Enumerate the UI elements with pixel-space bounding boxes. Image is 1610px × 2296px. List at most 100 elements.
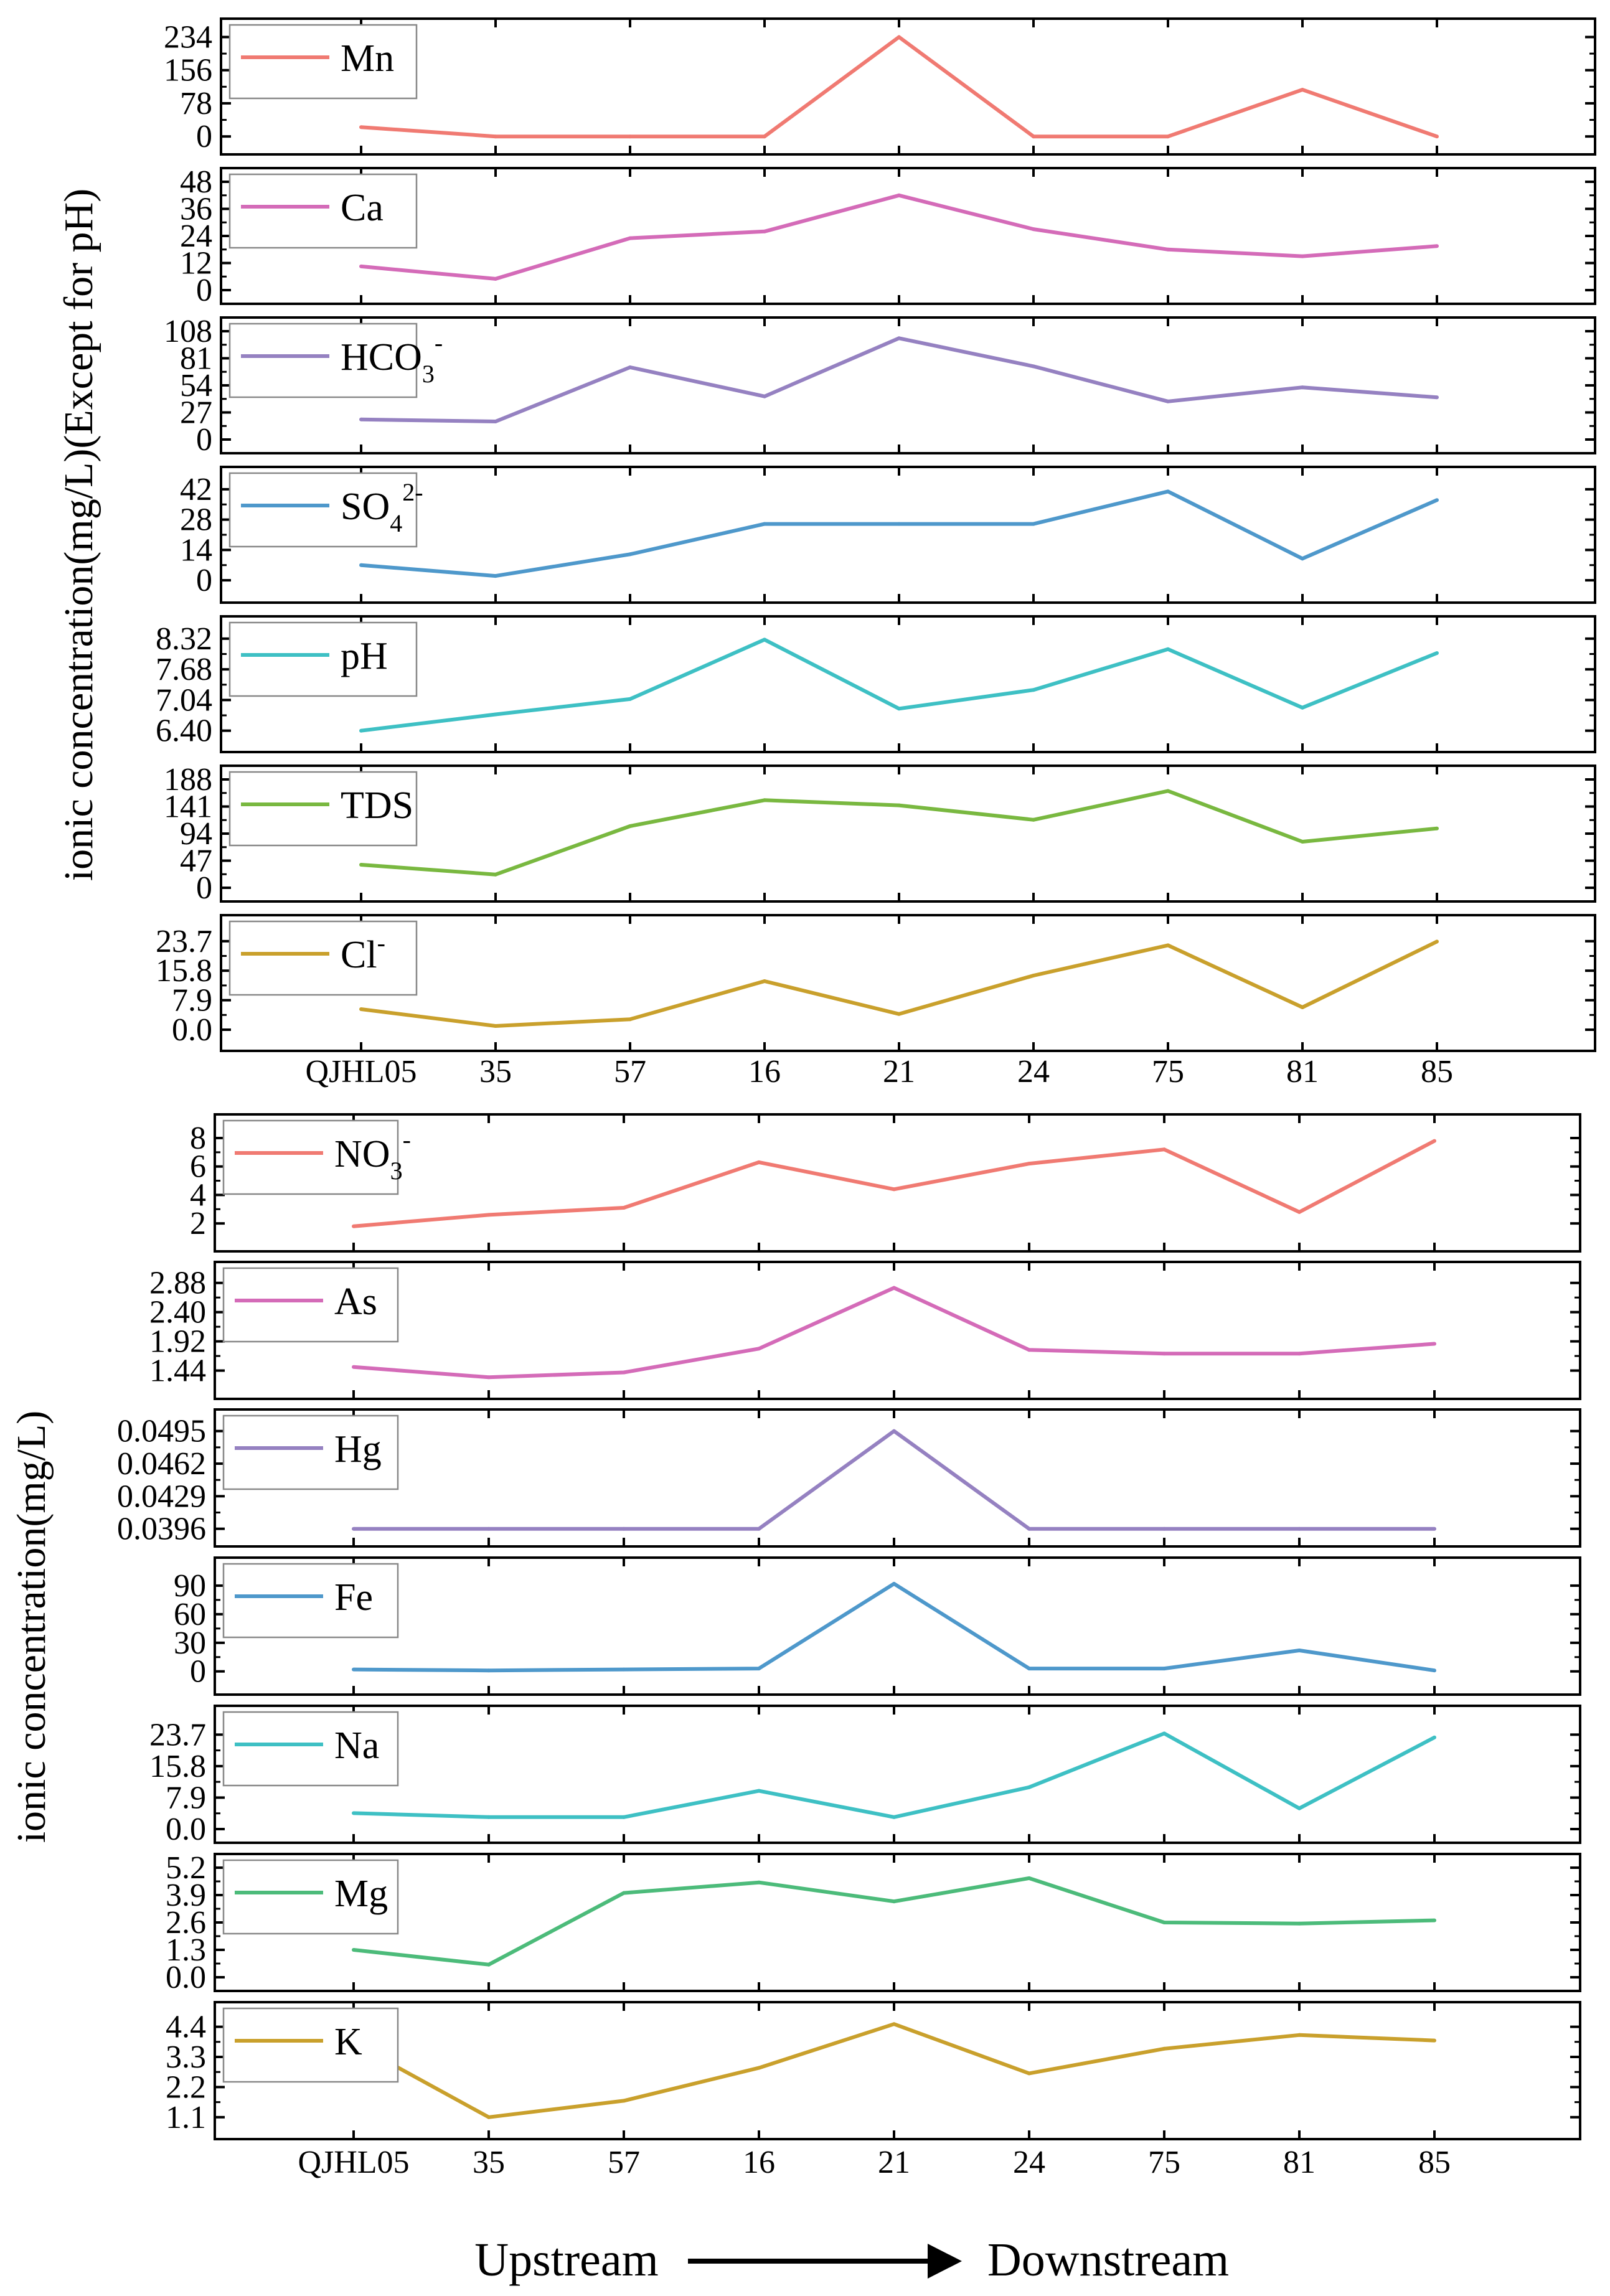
y-tick-label: 141 <box>164 789 212 825</box>
y-tick-label: 2.40 <box>149 1295 206 1330</box>
legend-box <box>222 1711 399 1787</box>
data-point <box>494 872 497 877</box>
series-line-so <box>360 489 1438 578</box>
y-tick-label: 0 <box>196 273 212 308</box>
legend-box <box>228 24 418 100</box>
series-line-as <box>353 1286 1435 1380</box>
legend-subscript: 3 <box>422 360 435 388</box>
y-tick-label: 90 <box>174 1568 206 1604</box>
data-point <box>494 1024 497 1028</box>
data-point <box>1162 1147 1166 1152</box>
legend-box <box>222 2007 399 2083</box>
series-line-hco <box>360 336 1438 423</box>
series-line-k <box>352 2022 1435 2119</box>
series-line-no <box>353 1139 1436 1228</box>
x-tick-label: 16 <box>743 2145 775 2180</box>
y-tick-label: 2.2 <box>166 2069 206 2105</box>
y-tick-label: 47 <box>180 844 212 879</box>
flow-arrow-head-icon <box>928 2244 962 2279</box>
data-point <box>494 276 497 281</box>
x-tick-label: 81 <box>1286 1054 1319 1089</box>
y-tick-label: 36 <box>180 192 212 227</box>
legend-box <box>228 771 418 847</box>
x-tick-label: 85 <box>1418 2145 1451 2180</box>
panel-frame <box>214 1113 1581 1253</box>
y-tick-label: 12 <box>180 246 212 281</box>
legend-subscript: 4 <box>390 509 402 537</box>
data-point <box>1301 88 1304 92</box>
y-tick-label: 0.0 <box>166 1960 206 1995</box>
y-tick-label: 0 <box>196 119 212 154</box>
legend-box <box>222 1267 399 1343</box>
panel-frame <box>220 17 1596 156</box>
bottom-annotation: Upstream Downstream <box>474 2234 1229 2286</box>
legend-box <box>228 472 418 548</box>
data-point <box>352 1527 355 1531</box>
data-point <box>494 134 497 139</box>
legend-superscript: - <box>435 329 443 357</box>
data-point <box>352 1365 355 1369</box>
x-tick-label: QJHL05 <box>298 2145 409 2180</box>
y-axis-label: ionic concentration(mg/L)(Except for pH) <box>56 189 101 881</box>
legend-box <box>222 1119 399 1195</box>
x-tick-label: 57 <box>608 2145 640 2180</box>
y-tick-label: 0 <box>196 563 212 598</box>
data-point <box>1162 1731 1166 1736</box>
data-point <box>892 1815 896 1819</box>
data-point <box>1435 651 1439 655</box>
y-tick-label: 0.0495 <box>117 1414 206 1449</box>
axes-layer: ionic concentration(mg/L)(Except for pH)… <box>9 17 1596 2180</box>
data-point <box>622 1815 626 1819</box>
y-tick-label: 15.8 <box>149 1749 206 1784</box>
y-tick-label: 54 <box>180 368 212 403</box>
data-point <box>628 552 632 557</box>
data-point <box>1297 2033 1301 2037</box>
y-tick-label: 108 <box>164 314 212 349</box>
y-tick-label: 27 <box>180 395 212 431</box>
data-point <box>487 1213 491 1217</box>
y-tick-label: 2 <box>190 1206 206 1241</box>
legend-box <box>222 1563 399 1639</box>
y-tick-label: 81 <box>180 341 212 377</box>
data-point <box>757 1347 761 1351</box>
legend-box <box>228 322 418 398</box>
data-point <box>1162 1921 1166 1924</box>
legend-superscript: 2- <box>402 478 423 506</box>
data-point <box>892 1581 896 1586</box>
data-point <box>1032 364 1035 369</box>
data-point <box>1297 1210 1301 1214</box>
data-point <box>352 1811 355 1815</box>
data-point <box>1435 939 1439 944</box>
data-point <box>1297 1649 1301 1652</box>
data-point <box>628 365 632 369</box>
legend-box <box>228 173 418 249</box>
y-tick-label: 188 <box>164 762 212 797</box>
data-point <box>1027 1667 1031 1671</box>
data-point <box>622 2099 626 2103</box>
data-point <box>1032 227 1035 232</box>
data-point <box>1433 1139 1436 1143</box>
data-point <box>359 728 363 733</box>
y-tick-label: 8.32 <box>156 621 212 657</box>
data-point <box>1162 1667 1166 1671</box>
data-point <box>1032 974 1035 977</box>
y-tick-label: 5.2 <box>166 1850 206 1886</box>
x-tick-label: 85 <box>1421 1054 1453 1089</box>
y-tick-label: 6 <box>190 1149 206 1185</box>
data-point <box>1166 647 1170 651</box>
legend-label: Fe <box>334 1576 373 1619</box>
y-tick-label: 0 <box>190 1654 206 1690</box>
data-point <box>1433 1668 1436 1673</box>
panel-cl: 23.715.87.90.0Cl- <box>156 914 1596 1052</box>
data-point <box>352 1667 355 1672</box>
data-point <box>622 1891 626 1895</box>
legend-label: As <box>334 1281 377 1323</box>
data-point <box>763 798 766 802</box>
x-tick-label: 24 <box>1017 1054 1050 1089</box>
data-point <box>1032 522 1035 526</box>
x-tick-label: QJHL05 <box>305 1054 417 1089</box>
data-point <box>628 134 632 139</box>
x-tick-label: 75 <box>1152 1054 1184 1089</box>
